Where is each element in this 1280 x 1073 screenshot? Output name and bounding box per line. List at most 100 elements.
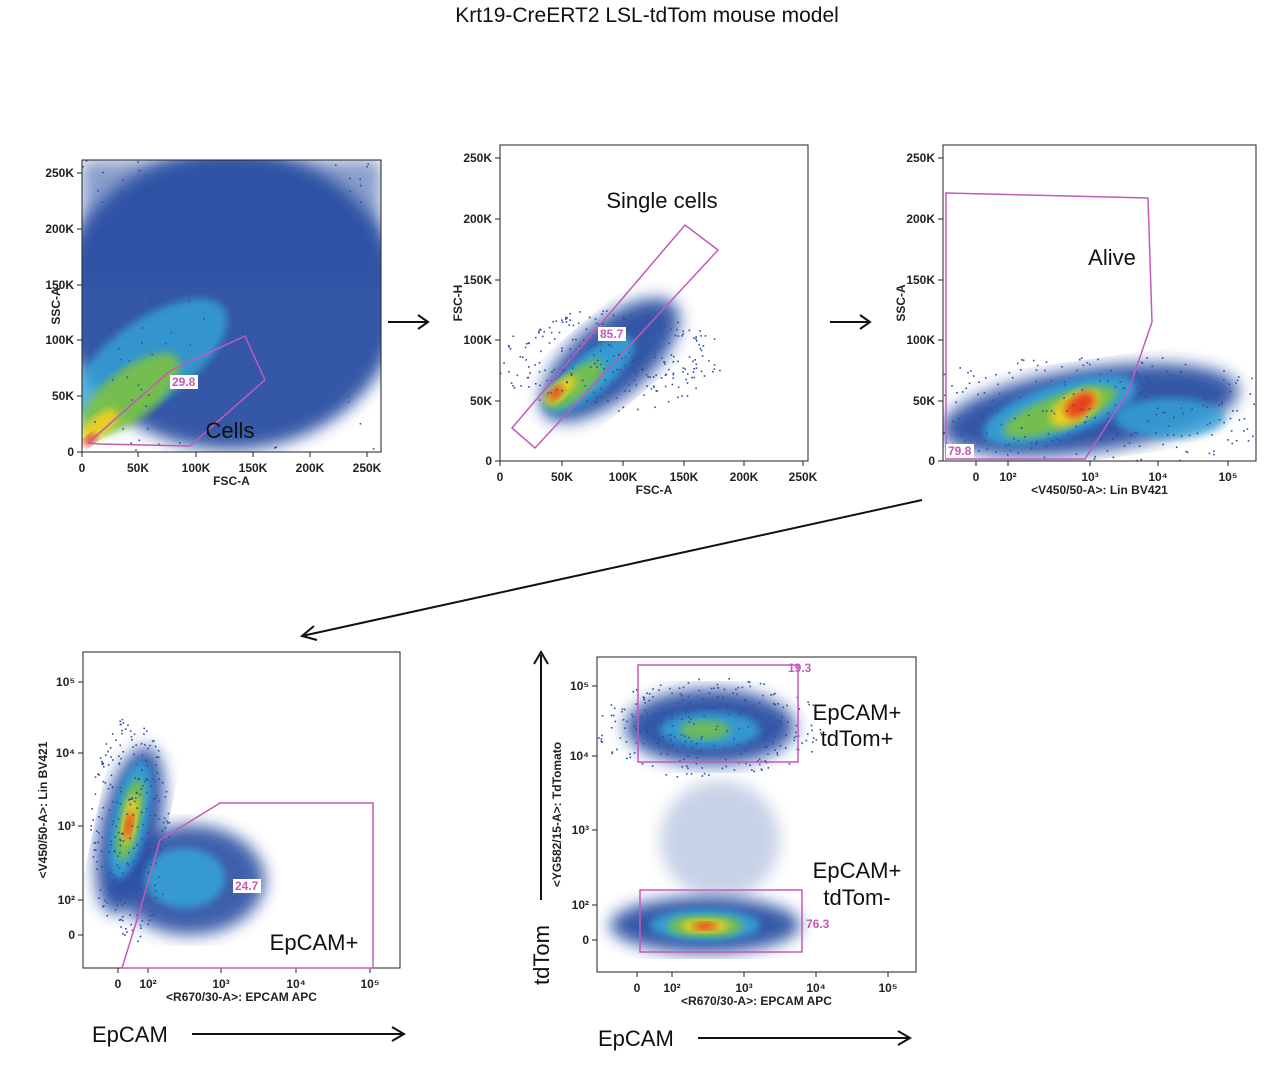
- event-dot: [1147, 376, 1149, 379]
- event-dot: [1063, 397, 1065, 400]
- event-dot: [149, 910, 152, 913]
- event-dot: [121, 915, 124, 918]
- event-dot: [412, 245, 414, 247]
- event-dot: [635, 373, 638, 375]
- event-dot: [977, 393, 979, 396]
- event-dot: [115, 825, 118, 828]
- event-dot: [643, 697, 646, 699]
- event-dot: [158, 443, 160, 446]
- event-dot: [1144, 375, 1147, 377]
- event-dot: [157, 818, 160, 821]
- event-dot: [137, 777, 140, 780]
- event-dot: [124, 934, 126, 936]
- event-dot: [516, 374, 519, 377]
- gate-name: Alive: [1088, 245, 1136, 270]
- event-dot: [676, 749, 678, 752]
- event-dot: [1035, 443, 1037, 446]
- event-dot: [711, 707, 714, 710]
- event-dot: [399, 222, 401, 224]
- event-dot: [600, 363, 602, 366]
- event-dot: [141, 837, 143, 840]
- event-dot: [1109, 428, 1112, 431]
- event-dot: [1106, 432, 1109, 435]
- event-dot: [544, 369, 546, 372]
- event-dot: [1155, 432, 1157, 434]
- event-dot: [767, 753, 769, 755]
- event-dot: [1276, 396, 1278, 398]
- event-dot: [143, 727, 145, 730]
- event-dot: [265, 291, 267, 294]
- event-dot: [726, 730, 729, 732]
- event-dot: [690, 740, 693, 743]
- event-dot: [686, 765, 688, 768]
- event-dot: [527, 342, 530, 344]
- event-dot: [611, 751, 614, 753]
- x-tick-label: 10⁵: [1219, 470, 1238, 484]
- event-dot: [696, 742, 698, 745]
- event-dot: [687, 682, 690, 684]
- event-dot: [633, 752, 636, 754]
- event-dot: [520, 385, 522, 387]
- event-dot: [628, 351, 631, 354]
- event-dot: [336, 325, 339, 328]
- event-dot: [117, 133, 119, 135]
- event-dot: [1123, 387, 1126, 390]
- event-dot: [138, 865, 141, 868]
- event-dot: [140, 742, 143, 745]
- event-dot: [1042, 410, 1044, 412]
- y-tick-label: 50K: [52, 389, 74, 403]
- event-dot: [581, 379, 584, 382]
- event-dot: [985, 407, 987, 409]
- y-axis-label: SSC-A: [49, 287, 63, 325]
- event-dot: [575, 338, 577, 341]
- event-dot: [1252, 435, 1254, 438]
- event-dot: [702, 345, 705, 347]
- event-dot: [622, 315, 625, 318]
- event-dot: [681, 335, 683, 337]
- event-dot: [1260, 437, 1262, 439]
- event-dot: [158, 778, 160, 780]
- event-dot: [1082, 408, 1085, 411]
- event-dot: [644, 701, 647, 704]
- event-dot: [548, 342, 551, 344]
- y-tick-label: 50K: [470, 394, 492, 408]
- event-dot: [334, 348, 336, 350]
- event-dot: [147, 872, 150, 874]
- event-dot: [524, 346, 527, 349]
- event-dot: [996, 410, 999, 413]
- event-dot: [1155, 413, 1158, 416]
- event-dot: [97, 773, 99, 775]
- event-dot: [155, 862, 157, 865]
- arrow-head-icon: [859, 314, 872, 330]
- event-dot: [156, 794, 158, 797]
- event-dot: [756, 714, 758, 717]
- event-dot: [1209, 422, 1211, 424]
- event-dot: [134, 777, 137, 779]
- event-dot: [728, 677, 730, 680]
- event-dot: [1151, 365, 1154, 368]
- event-dot: [596, 396, 598, 399]
- event-dot: [629, 756, 632, 759]
- event-dot: [686, 373, 689, 375]
- density-level-4: [548, 386, 564, 400]
- event-dot: [127, 864, 129, 866]
- event-dot: [103, 905, 105, 907]
- event-dot: [112, 759, 114, 761]
- event-dot: [722, 697, 724, 699]
- event-dot: [187, 147, 189, 149]
- event-dot: [125, 928, 127, 930]
- event-dot: [111, 459, 113, 461]
- event-dot: [410, 381, 412, 383]
- event-dot: [189, 344, 192, 347]
- event-dot: [769, 733, 771, 736]
- event-dot: [100, 850, 103, 853]
- event-dot: [595, 322, 598, 325]
- x-axis-label: <V450/50-A>: Lin BV421: [1031, 483, 1168, 497]
- event-dot: [1161, 357, 1164, 359]
- event-dot: [1059, 439, 1061, 442]
- event-dot: [117, 818, 120, 820]
- event-dot: [120, 899, 123, 902]
- event-dot: [703, 375, 706, 377]
- event-dot: [274, 447, 276, 449]
- event-dot: [292, 297, 295, 300]
